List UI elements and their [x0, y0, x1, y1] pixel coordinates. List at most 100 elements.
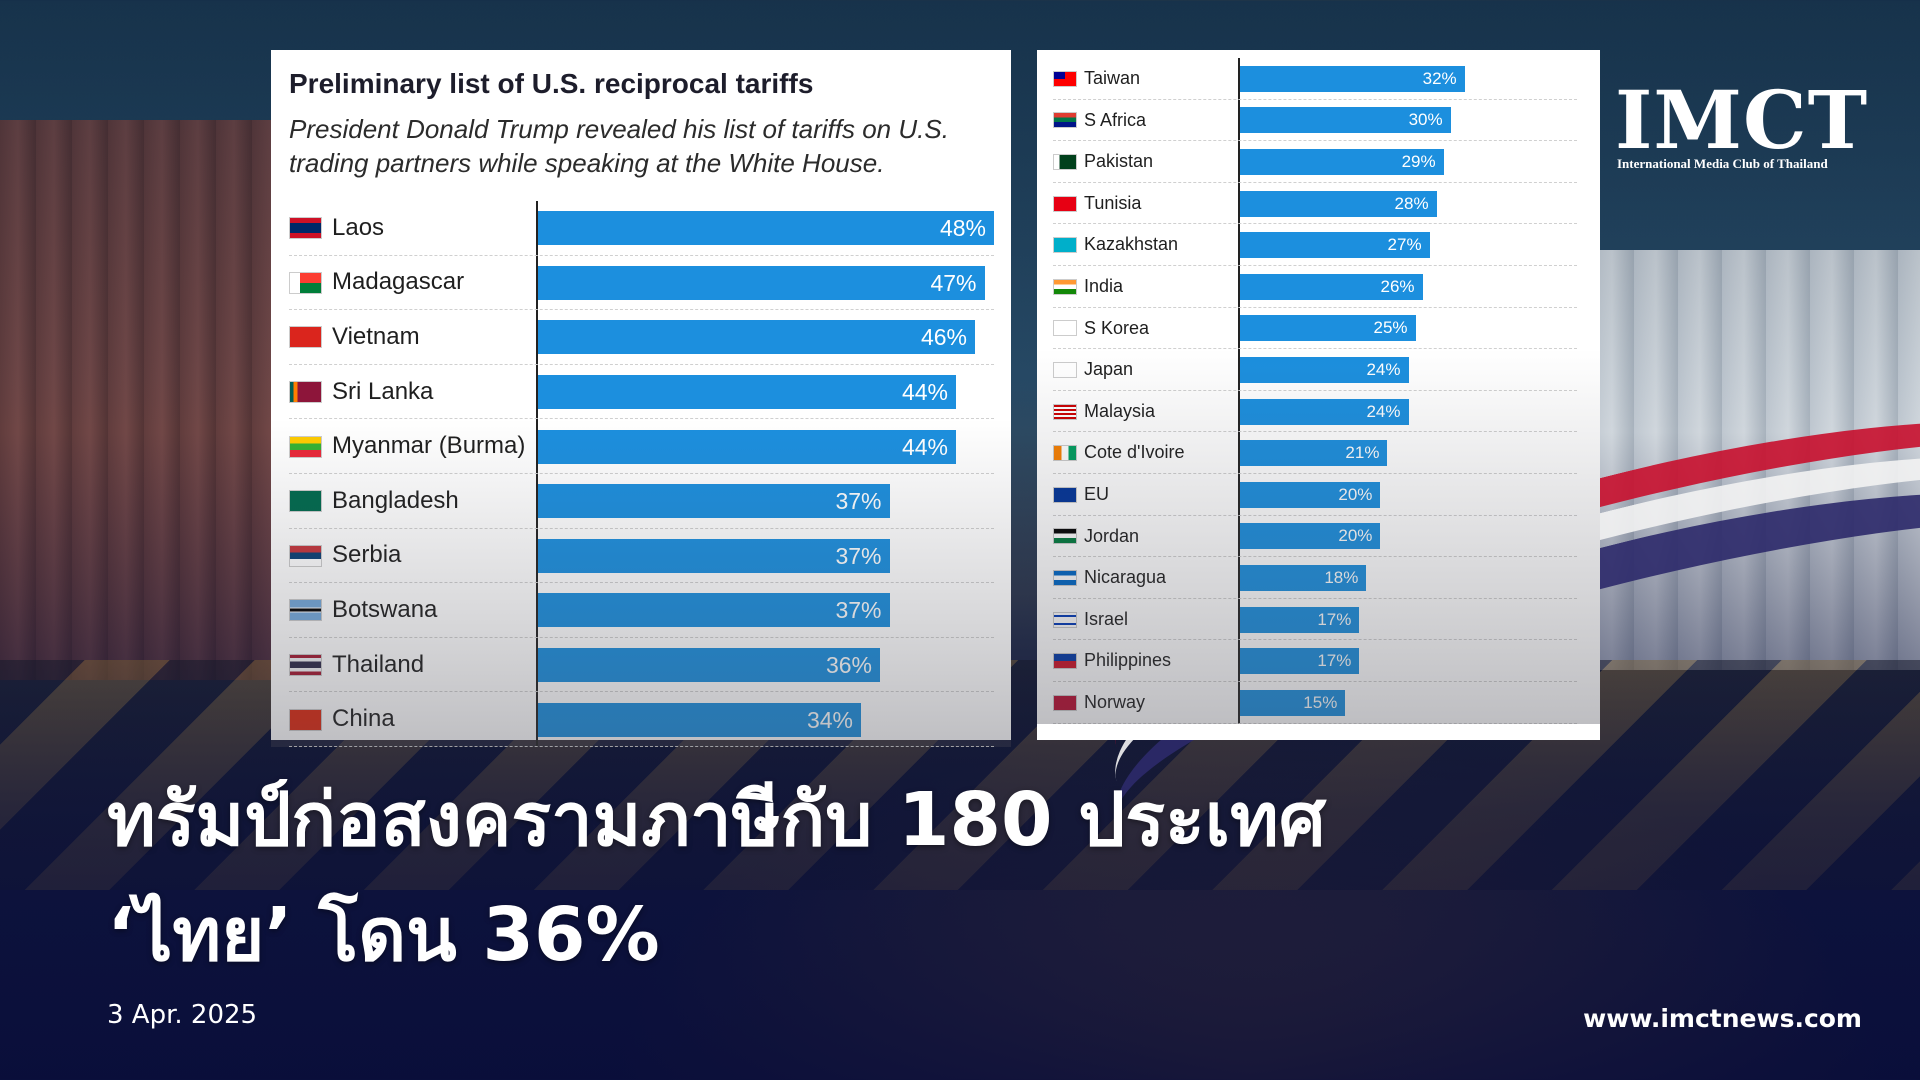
row-separator — [289, 309, 994, 311]
row-separator — [1053, 472, 1577, 474]
bar-category-label: Vietnam — [332, 323, 420, 351]
thailand-flag-icon — [289, 654, 322, 677]
nicaragua-flag-icon — [1053, 569, 1077, 586]
bar-value-label: 18% — [1324, 567, 1359, 587]
bar-category-label: S Korea — [1084, 317, 1150, 338]
row-separator — [1053, 639, 1577, 641]
row-separator — [289, 527, 994, 529]
row-separator — [289, 418, 994, 420]
row-separator — [289, 636, 994, 638]
bar-value-label: 26% — [1380, 276, 1415, 296]
bar-mark: 37% — [538, 593, 890, 628]
bar-mark: 18% — [1240, 564, 1367, 591]
row-separator — [1053, 140, 1577, 142]
myanmar-flag-icon — [289, 435, 322, 458]
israel-flag-icon — [1053, 611, 1077, 628]
sri-lanka-flag-icon — [289, 381, 322, 404]
row-separator — [1053, 556, 1577, 558]
vietnam-flag-icon — [289, 326, 322, 349]
jordan-flag-icon — [1053, 528, 1077, 545]
bar-mark: 21% — [1240, 440, 1388, 467]
bar-value-label: 17% — [1317, 609, 1352, 629]
bar-category-label: India — [1084, 276, 1124, 296]
bar-value-label: 24% — [1366, 359, 1401, 379]
bar-category-label: Cote d'Ivoire — [1084, 442, 1185, 463]
norway-flag-icon — [1053, 694, 1077, 711]
chart-right: Taiwan 32% S Africa 30% Pakistan 29% Tunisia 28… — [1037, 50, 1600, 740]
website-url: www.imctnews.com — [1583, 1004, 1862, 1033]
chart-left: Laos 48% Madagascar 47% Vietnam 46% Sri Lanka 4… — [271, 50, 1011, 747]
row-separator — [289, 745, 994, 747]
bar-category-label: Botswana — [332, 596, 438, 624]
logo-subtitle: International Media Club of Thailand — [1617, 156, 1828, 171]
bar-value-label: 30% — [1408, 110, 1443, 130]
bar-category-label: Kazakhstan — [1084, 234, 1179, 255]
bar-category-label: Madagascar — [332, 268, 465, 296]
south-africa-flag-icon — [1053, 112, 1077, 129]
bar-value-label: 47% — [930, 269, 977, 296]
bar-value-label: 37% — [835, 488, 882, 515]
chart-title: Preliminary list of U.S. reciprocal tari… — [289, 68, 814, 99]
row-separator — [289, 582, 994, 584]
bar-mark: 24% — [1240, 356, 1409, 383]
taiwan-flag-icon — [1053, 70, 1077, 87]
bar-category-label: Serbia — [332, 541, 402, 569]
bar-category-label: Nicaragua — [1084, 567, 1167, 588]
bar-mark: 28% — [1240, 190, 1437, 217]
bar-category-label: Thailand — [332, 650, 425, 678]
madagascar-flag-icon — [289, 271, 322, 294]
bar-category-label: Malaysia — [1084, 400, 1156, 421]
bar-value-label: 28% — [1394, 193, 1429, 213]
bar-category-label: Philippines — [1084, 650, 1172, 671]
bar-mark: 37% — [538, 484, 890, 519]
pakistan-flag-icon — [1053, 153, 1077, 170]
bar-value-label: 34% — [806, 706, 853, 733]
bar-value-label: 32% — [1422, 68, 1457, 88]
bar-value-label: 46% — [920, 324, 967, 351]
bar-value-label: 21% — [1345, 443, 1380, 463]
headline-line-2: ‘ไทย’ โดน 36% — [107, 892, 660, 978]
bar-category-label: Pakistan — [1084, 151, 1154, 172]
row-separator — [1053, 722, 1577, 724]
imct-logo: IMCT International Media Club of Thailan… — [1615, 78, 1867, 178]
bangladesh-flag-icon — [289, 490, 322, 513]
bar-mark: 29% — [1240, 148, 1444, 175]
row-separator — [1053, 181, 1577, 183]
chart-axis-line — [536, 201, 538, 747]
bar-category-label: EU — [1084, 484, 1110, 504]
bar-category-label: S Africa — [1084, 109, 1147, 130]
bar-category-label: Japan — [1084, 359, 1134, 380]
bar-value-label: 44% — [901, 379, 948, 406]
bar-category-label: Jordan — [1084, 525, 1140, 546]
row-separator — [1053, 431, 1577, 433]
bar-category-label: Myanmar (Burma) — [332, 432, 526, 460]
bar-value-label: 24% — [1366, 401, 1401, 421]
bar-category-label: Sri Lanka — [332, 377, 434, 405]
bar-mark: 34% — [538, 702, 861, 737]
row-separator — [1053, 514, 1577, 516]
bar-value-label: 37% — [835, 542, 882, 569]
bar-value-label: 20% — [1338, 484, 1373, 504]
row-separator — [1053, 264, 1577, 266]
bar-value-label: 17% — [1317, 651, 1352, 671]
row-separator — [1053, 389, 1577, 391]
row-separator — [1053, 348, 1577, 350]
malaysia-flag-icon — [1053, 403, 1077, 420]
publish-date: 3 Apr. 2025 — [107, 1000, 258, 1030]
bar-value-label: 20% — [1338, 526, 1373, 546]
bar-mark: 46% — [538, 320, 975, 355]
philippines-flag-icon — [1053, 653, 1077, 670]
botswana-flag-icon — [289, 599, 322, 622]
bar-category-label: Israel — [1084, 608, 1129, 629]
bar-value-label: 44% — [901, 433, 948, 460]
bar-value-label: 36% — [825, 652, 872, 679]
eu-flag-icon — [1053, 486, 1077, 503]
south-korea-flag-icon — [1053, 320, 1077, 337]
bar-value-label: 29% — [1401, 151, 1436, 171]
chart-bottom-shading — [271, 419, 1011, 747]
bar-mark: 47% — [538, 265, 985, 300]
chart-panel-right: Taiwan 32% S Africa 30% Pakistan 29% Tunisia 28… — [1037, 50, 1600, 740]
bar-category-label: Tunisia — [1084, 192, 1142, 213]
logo-text: IMCT — [1615, 73, 1869, 167]
row-separator — [1053, 223, 1577, 225]
